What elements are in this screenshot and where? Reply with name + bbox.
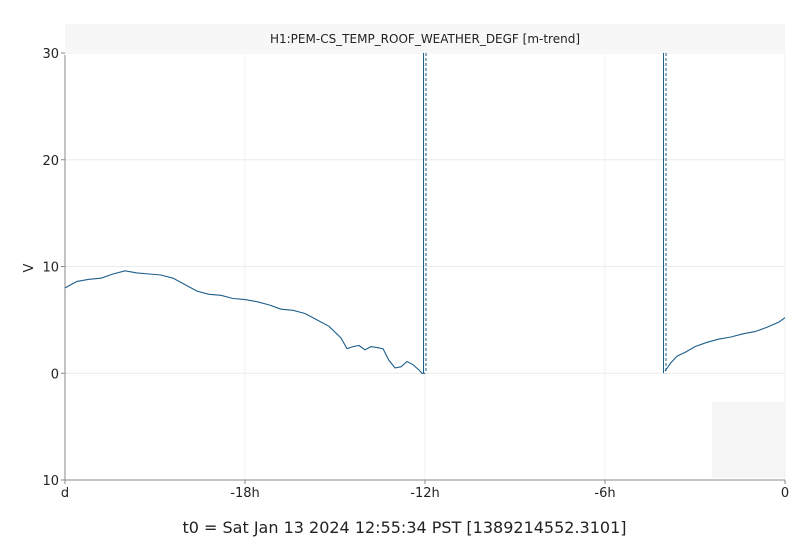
series-marks bbox=[64, 53, 786, 374]
series-line-0 bbox=[64, 270, 425, 374]
title-bar bbox=[65, 24, 785, 54]
corner-overlay bbox=[712, 402, 785, 478]
y-tick-label: 30 bbox=[42, 47, 59, 62]
x-ticks: d -18h -12h -6h 0 bbox=[61, 480, 789, 501]
y-axis-label: V bbox=[22, 263, 37, 272]
y-ticks: 30 20 10 0 10 bbox=[42, 47, 65, 489]
chart-title: H1:PEM-CS_TEMP_ROOF_WEATHER_DEGF [m-tren… bbox=[270, 32, 580, 46]
x-tick-label: -12h bbox=[410, 486, 439, 501]
x-tick-label: 0 bbox=[781, 486, 789, 501]
footer-time-label: t0 = Sat Jan 13 2024 12:55:34 PST [13892… bbox=[182, 518, 627, 537]
y-tick-label: 0 bbox=[51, 367, 59, 382]
x-tick-label: d bbox=[61, 486, 69, 501]
x-tick-label: -18h bbox=[230, 486, 259, 501]
y-tick-label: 20 bbox=[42, 154, 59, 169]
series-line-1 bbox=[664, 317, 786, 372]
x-tick-label: -6h bbox=[594, 486, 615, 501]
y-tick-label: 10 bbox=[42, 261, 59, 276]
y-tick-label: 10 bbox=[42, 474, 59, 489]
